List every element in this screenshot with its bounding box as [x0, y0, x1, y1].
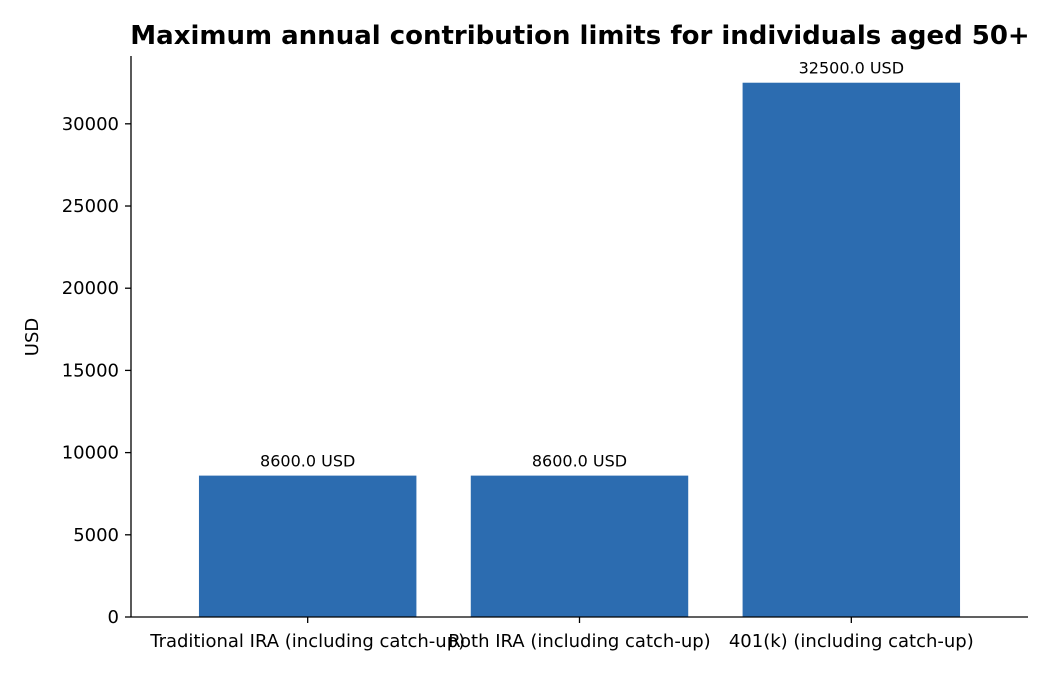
- bars-group: 8600.0 USD 8600.0 USD 32500.0 USD: [198, 59, 961, 617]
- y-tick-label: 10000: [62, 443, 119, 464]
- y-ticks-group: 0 5000 10000 15000 20000 25000 30000: [62, 114, 131, 628]
- bar-value-label: 32500.0 USD: [799, 59, 904, 78]
- bar: [470, 475, 689, 617]
- y-tick-label: 30000: [62, 114, 119, 135]
- x-tick-label: 401(k) (including catch-up): [729, 631, 974, 652]
- y-tick-label: 5000: [73, 525, 119, 546]
- y-tick-label: 0: [108, 607, 119, 628]
- y-tick-label: 25000: [62, 196, 119, 217]
- y-tick-label: 20000: [62, 278, 119, 299]
- x-tick-label: Roth IRA (including catch-up): [448, 631, 710, 652]
- x-tick-label: Traditional IRA (including catch-up): [149, 631, 465, 652]
- bar-value-label: 8600.0 USD: [532, 452, 627, 471]
- bar: [198, 475, 417, 617]
- chart-title: Maximum annual contribution limits for i…: [130, 21, 1029, 51]
- y-axis-label: USD: [22, 318, 43, 356]
- y-tick-label: 15000: [62, 360, 119, 381]
- x-ticks-group: Traditional IRA (including catch-up)Roth…: [149, 617, 974, 652]
- bar: [742, 82, 961, 617]
- bar-value-label: 8600.0 USD: [260, 452, 355, 471]
